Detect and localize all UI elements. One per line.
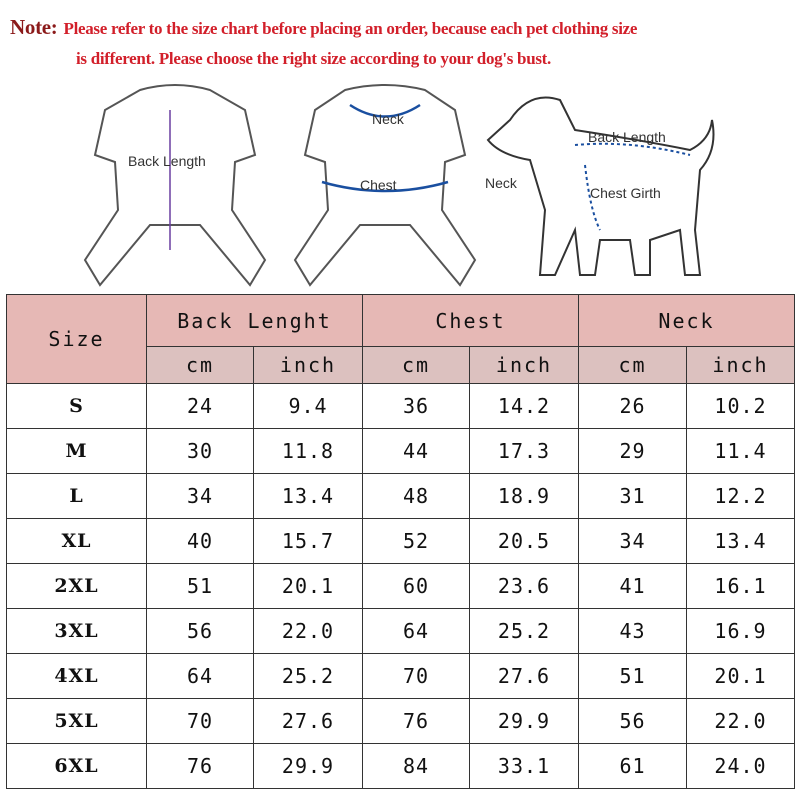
cell-chest-inch: 33.1 <box>469 743 579 789</box>
cell-neck-inch: 12.2 <box>686 473 795 519</box>
cell-back-length-cm: 51 <box>146 563 254 609</box>
cell-chest-cm: 44 <box>362 428 470 474</box>
table-row: XL 40 15.7 52 20.5 34 13.4 <box>6 518 795 564</box>
cell-chest-inch: 17.3 <box>469 428 579 474</box>
cell-neck-inch: 16.1 <box>686 563 795 609</box>
header-back-length: Back Lenght <box>146 294 363 347</box>
cell-neck-cm: 41 <box>578 563 687 609</box>
cell-back-length-inch: 15.7 <box>253 518 363 564</box>
table-row: 2XL 51 20.1 60 23.6 41 16.1 <box>6 563 795 609</box>
cell-chest-cm: 76 <box>362 698 470 744</box>
cell-back-length-inch: 9.4 <box>253 383 363 429</box>
cell-size: 6XL <box>6 743 147 789</box>
measurement-illustrations: Back Length Neck Chest Back Length Neck … <box>83 84 715 287</box>
cell-chest-inch: 25.2 <box>469 608 579 654</box>
cell-back-length-cm: 56 <box>146 608 254 654</box>
cell-size: 2XL <box>6 563 147 609</box>
cell-size: L <box>6 473 147 519</box>
subheader-cm: cm <box>362 346 470 384</box>
cell-neck-inch: 10.2 <box>686 383 795 429</box>
dog-chest-girth-label: Chest Girth <box>590 185 661 201</box>
dog-neck-label: Neck <box>485 175 518 191</box>
cell-chest-cm: 70 <box>362 653 470 699</box>
cell-back-length-inch: 13.4 <box>253 473 363 519</box>
cell-neck-cm: 56 <box>578 698 687 744</box>
note-line-1: Please refer to the size chart before pl… <box>63 19 638 38</box>
table-row: 5XL 70 27.6 76 29.9 56 22.0 <box>6 698 795 744</box>
cell-back-length-cm: 24 <box>146 383 254 429</box>
size-note: Note: Please refer to the size chart befo… <box>10 12 800 74</box>
dog-illustration <box>486 96 715 276</box>
cell-neck-inch: 20.1 <box>686 653 795 699</box>
cell-neck-cm: 26 <box>578 383 687 429</box>
cell-chest-cm: 36 <box>362 383 470 429</box>
subheader-cm: cm <box>578 346 687 384</box>
cell-back-length-inch: 29.9 <box>253 743 363 789</box>
cell-back-length-cm: 40 <box>146 518 254 564</box>
cell-size: 4XL <box>6 653 147 699</box>
cell-chest-cm: 52 <box>362 518 470 564</box>
table-row: 4XL 64 25.2 70 27.6 51 20.1 <box>6 653 795 699</box>
cell-neck-cm: 51 <box>578 653 687 699</box>
cell-size: S <box>6 383 147 429</box>
subheader-cm: cm <box>146 346 254 384</box>
cell-neck-cm: 43 <box>578 608 687 654</box>
cell-neck-inch: 24.0 <box>686 743 795 789</box>
header-neck: Neck <box>578 294 795 347</box>
cell-back-length-inch: 22.0 <box>253 608 363 654</box>
cell-neck-cm: 34 <box>578 518 687 564</box>
table-row: S 24 9.4 36 14.2 26 10.2 <box>6 383 795 429</box>
cell-back-length-inch: 11.8 <box>253 428 363 474</box>
cell-back-length-cm: 30 <box>146 428 254 474</box>
note-line-2: is different. Please choose the right si… <box>76 49 551 68</box>
cell-back-length-cm: 64 <box>146 653 254 699</box>
cell-size: XL <box>6 518 147 564</box>
note-label: Note: <box>10 15 58 39</box>
header-chest: Chest <box>362 294 579 347</box>
cell-neck-cm: 61 <box>578 743 687 789</box>
cell-neck-cm: 29 <box>578 428 687 474</box>
dog-back-length-label: Back Length <box>588 129 666 145</box>
cell-chest-inch: 27.6 <box>469 653 579 699</box>
cell-chest-cm: 84 <box>362 743 470 789</box>
subheader-inch: inch <box>253 346 363 384</box>
back-neck-label: Neck <box>372 111 405 127</box>
table-row: M 30 11.8 44 17.3 29 11.4 <box>6 428 795 474</box>
cell-chest-inch: 14.2 <box>469 383 579 429</box>
cell-back-length-inch: 27.6 <box>253 698 363 744</box>
cell-chest-inch: 23.6 <box>469 563 579 609</box>
table-row: 3XL 56 22.0 64 25.2 43 16.9 <box>6 608 795 654</box>
table-row: 6XL 76 29.9 84 33.1 61 24.0 <box>6 743 795 789</box>
cell-back-length-inch: 25.2 <box>253 653 363 699</box>
cell-back-length-cm: 34 <box>146 473 254 519</box>
table-row: L 34 13.4 48 18.9 31 12.2 <box>6 473 795 519</box>
cell-size: M <box>6 428 147 474</box>
cell-chest-cm: 60 <box>362 563 470 609</box>
cell-chest-inch: 20.5 <box>469 518 579 564</box>
cell-neck-inch: 11.4 <box>686 428 795 474</box>
garment-back-illustration <box>293 84 477 287</box>
subheader-inch: inch <box>469 346 579 384</box>
cell-chest-cm: 48 <box>362 473 470 519</box>
subheader-inch: inch <box>686 346 795 384</box>
size-chart-table: Size Back Lenght Chest Neck cm inch cm i… <box>6 294 795 789</box>
header-size: Size <box>6 294 147 384</box>
cell-chest-inch: 29.9 <box>469 698 579 744</box>
cell-back-length-inch: 20.1 <box>253 563 363 609</box>
cell-neck-inch: 13.4 <box>686 518 795 564</box>
cell-back-length-cm: 70 <box>146 698 254 744</box>
cell-neck-inch: 22.0 <box>686 698 795 744</box>
garment-front-illustration <box>83 84 267 287</box>
cell-size: 5XL <box>6 698 147 744</box>
cell-chest-cm: 64 <box>362 608 470 654</box>
cell-size: 3XL <box>6 608 147 654</box>
cell-neck-cm: 31 <box>578 473 687 519</box>
cell-neck-inch: 16.9 <box>686 608 795 654</box>
back-chest-label: Chest <box>360 177 397 193</box>
front-back-length-label: Back Length <box>128 153 206 169</box>
cell-back-length-cm: 76 <box>146 743 254 789</box>
cell-chest-inch: 18.9 <box>469 473 579 519</box>
